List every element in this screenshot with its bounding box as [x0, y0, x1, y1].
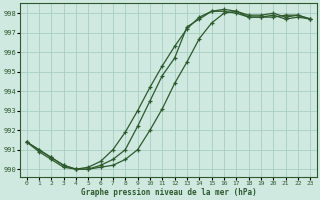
- X-axis label: Graphe pression niveau de la mer (hPa): Graphe pression niveau de la mer (hPa): [81, 188, 256, 197]
